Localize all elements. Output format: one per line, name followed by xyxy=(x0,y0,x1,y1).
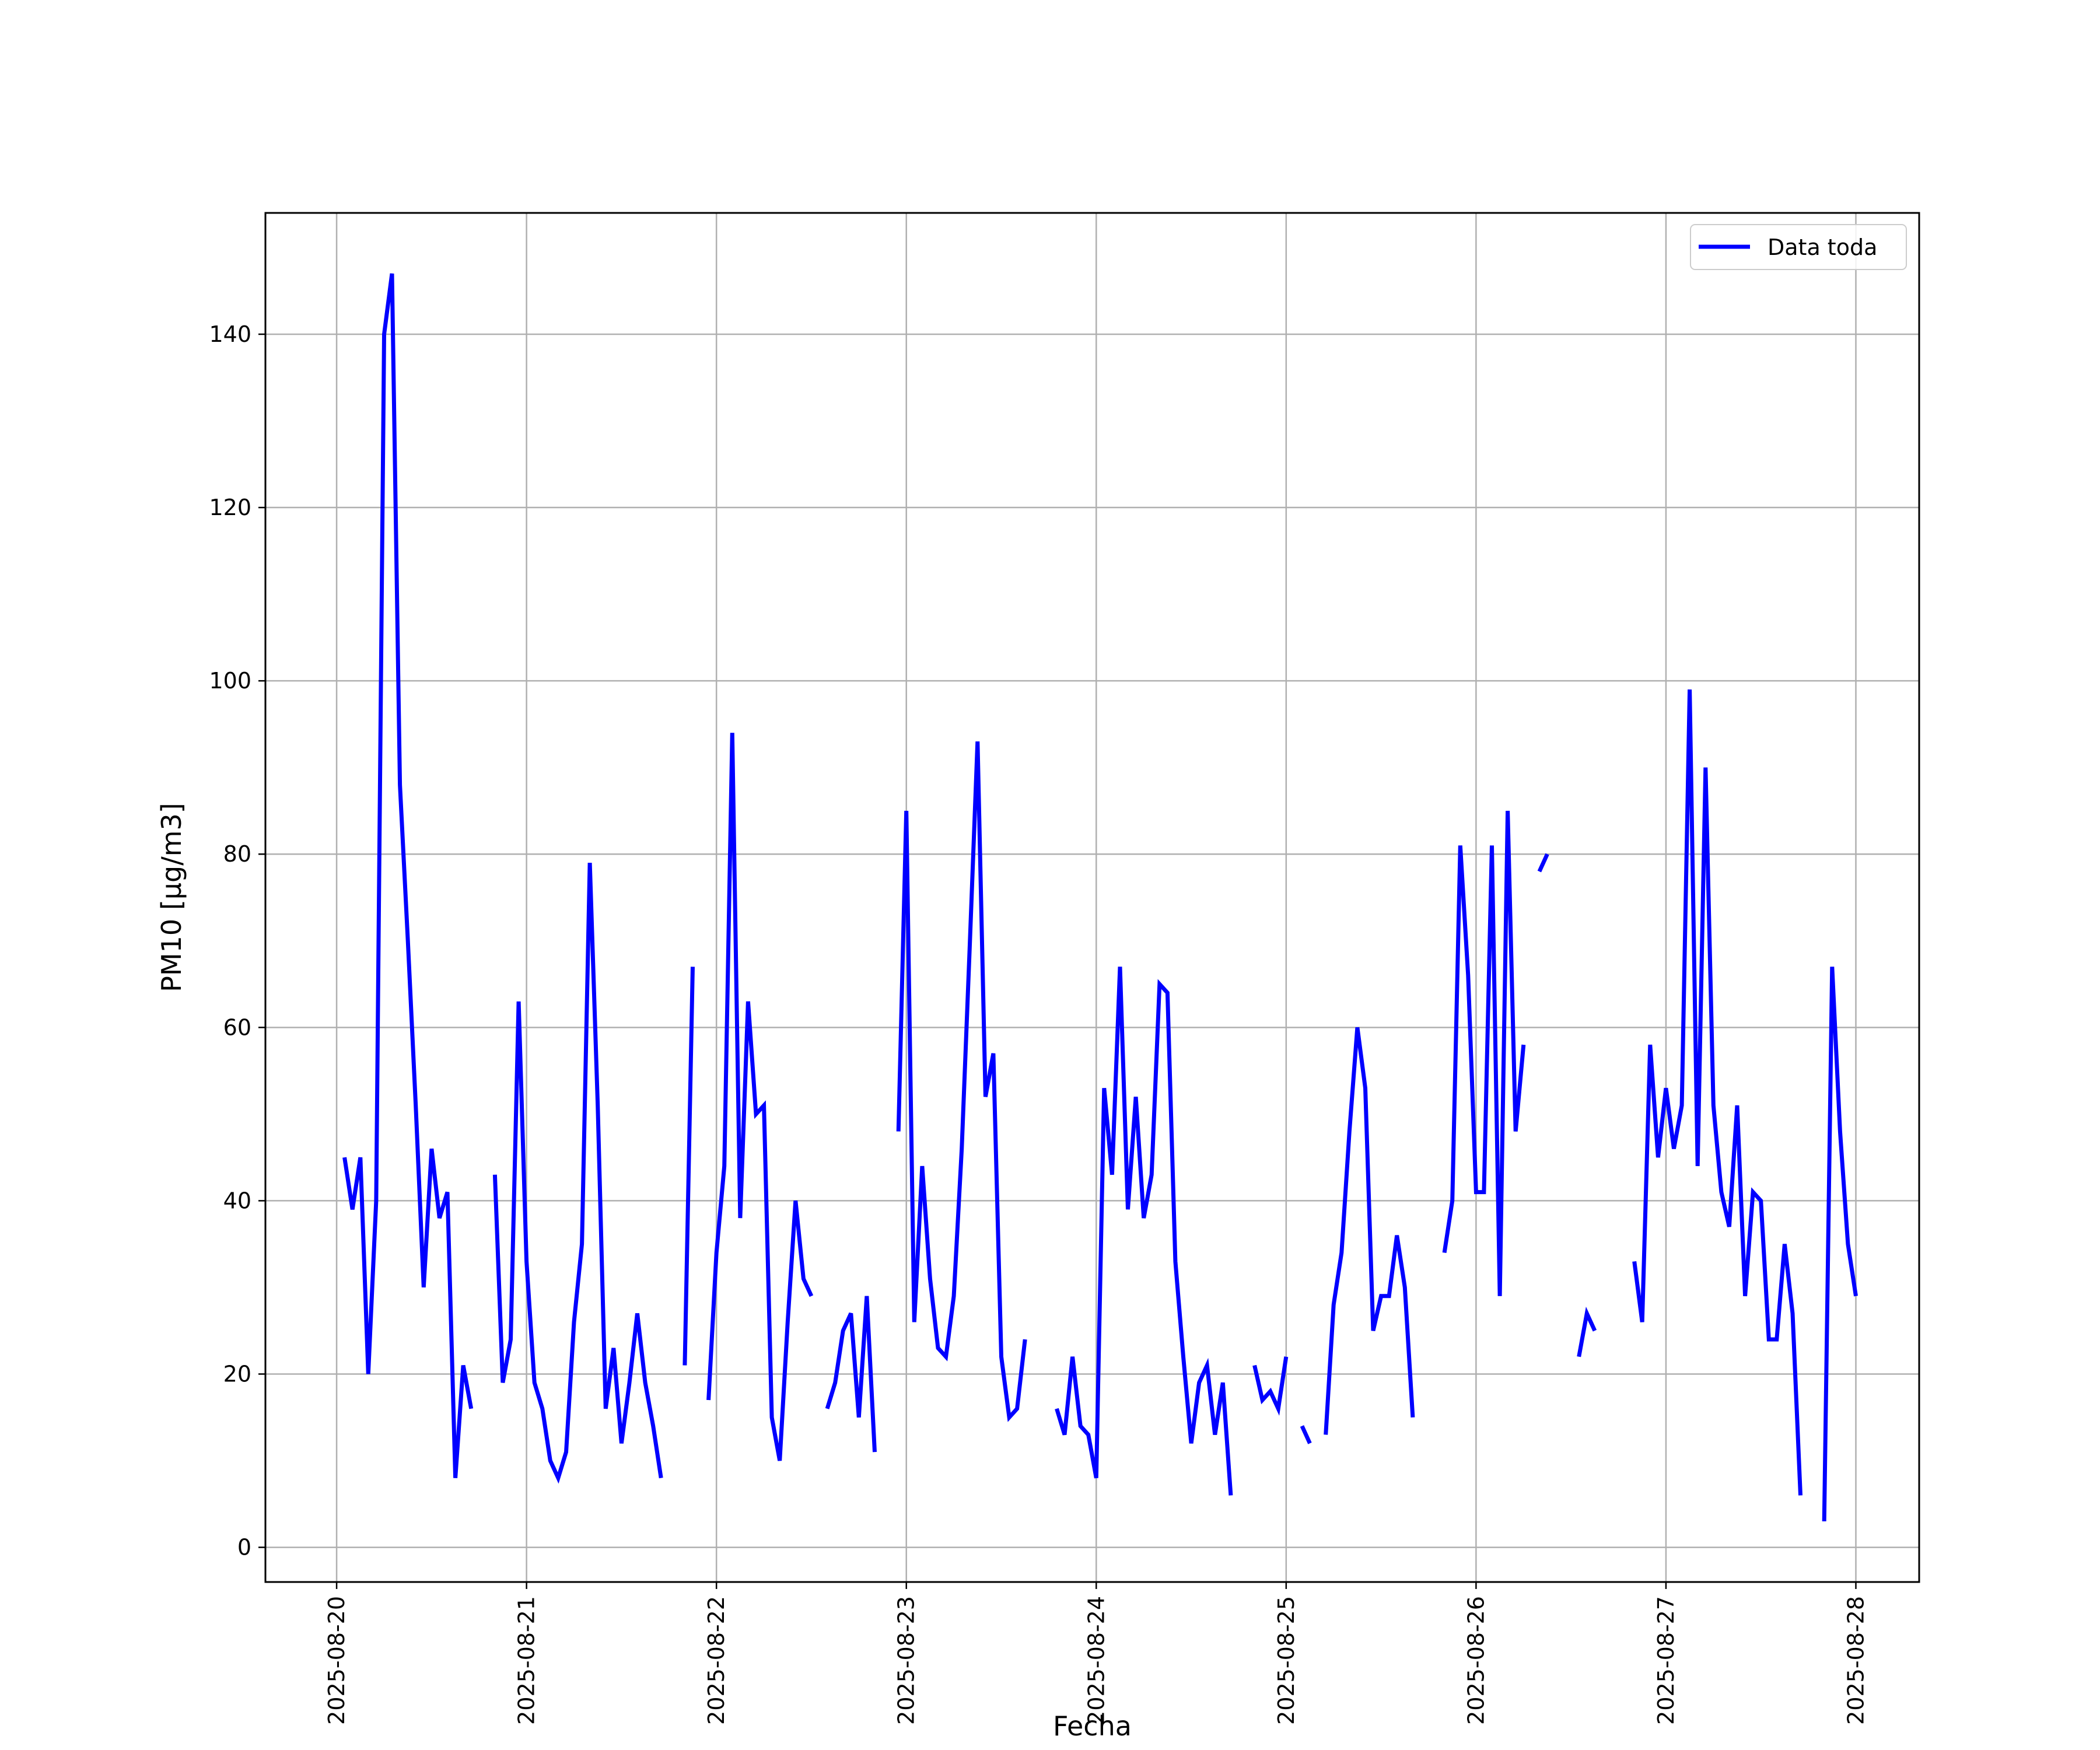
legend: Data toda xyxy=(1690,224,1907,270)
y-tick-label: 120 xyxy=(209,495,251,520)
x-tick-label: 2025-08-20 xyxy=(324,1596,349,1725)
series-line-segment xyxy=(1252,1356,1289,1416)
series-line-segment xyxy=(1324,1027,1415,1435)
series-line-segment xyxy=(1055,967,1233,1496)
x-tick-label: 2025-08-24 xyxy=(1083,1596,1109,1725)
legend-box xyxy=(1690,224,1907,270)
x-tick-label: 2025-08-23 xyxy=(894,1596,919,1725)
y-tick-label: 100 xyxy=(209,668,251,694)
y-tick-label: 60 xyxy=(223,1014,251,1040)
series-line-segment xyxy=(1577,1306,1597,1357)
y-tick-label: 0 xyxy=(237,1535,251,1560)
legend-label-data-toda: Data toda xyxy=(1768,235,1877,260)
x-tick-label: 2025-08-26 xyxy=(1463,1596,1489,1725)
x-axis-label: Fecha xyxy=(1053,1710,1132,1742)
x-tick-label: 2025-08-28 xyxy=(1843,1596,1868,1725)
series-line-segment xyxy=(1537,853,1549,873)
x-tick-label: 2025-08-25 xyxy=(1273,1596,1299,1725)
y-tick-label: 80 xyxy=(223,841,251,867)
x-tick-label: 2025-08-27 xyxy=(1653,1596,1679,1725)
series-line-segment xyxy=(342,273,474,1478)
series-line-segment xyxy=(682,967,695,1366)
series-line-segment xyxy=(1442,810,1526,1296)
series-layer xyxy=(342,273,1858,1522)
series-line-segment xyxy=(1822,967,1858,1522)
series-line-segment xyxy=(492,862,663,1484)
plot-area-frame xyxy=(264,212,1920,1583)
series-line-segment xyxy=(896,741,1027,1422)
series-line-segment xyxy=(825,1296,877,1452)
grid-lines xyxy=(265,213,1919,1582)
series-line-segment xyxy=(1632,689,1803,1496)
x-tick-label: 2025-08-21 xyxy=(514,1596,540,1725)
series-line-segment xyxy=(1300,1425,1312,1444)
series-line-segment xyxy=(706,733,814,1461)
y-tick-label: 140 xyxy=(209,321,251,347)
y-tick-label: 20 xyxy=(223,1361,251,1387)
y-axis-label: PM10 [μg/m3] xyxy=(156,803,187,992)
x-tick-label: 2025-08-22 xyxy=(704,1596,729,1725)
tick-layer: 0 20 40 60 80 100 120 140 2025-08-20 2025-08-21 20… xyxy=(209,321,1868,1725)
y-tick-label: 40 xyxy=(223,1188,251,1213)
series-data-toda xyxy=(342,273,1858,1522)
